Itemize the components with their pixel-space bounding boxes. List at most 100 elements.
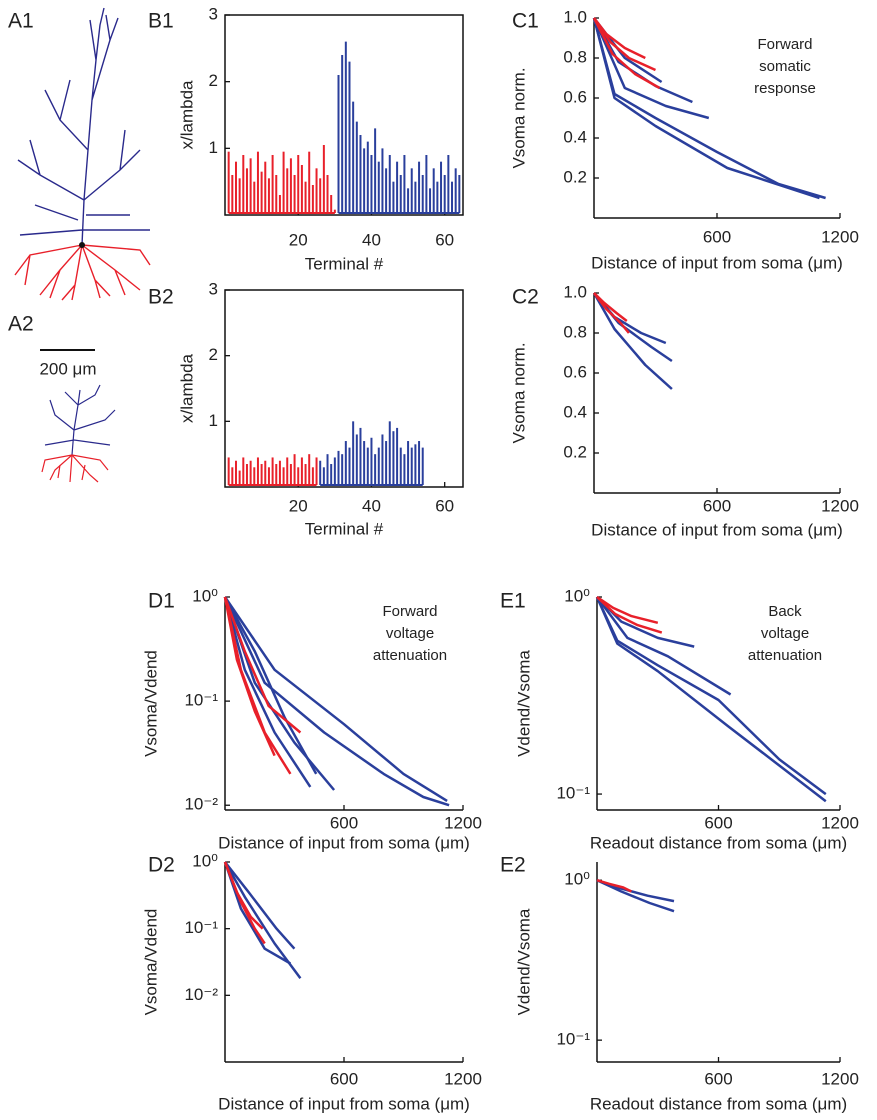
y-tick-label: 0.6 — [563, 87, 587, 106]
y-tick-label: 0.4 — [563, 127, 587, 146]
panel-label: D2 — [148, 854, 175, 877]
x-axis-label: Distance of input from soma (μm) — [218, 833, 470, 852]
x-tick-label: 600 — [704, 1069, 732, 1088]
curve — [596, 595, 659, 625]
curve — [223, 596, 448, 802]
annotation: Back — [768, 603, 802, 620]
y-tick-label: 0.4 — [563, 402, 587, 421]
y-axis-label: x/lambda — [177, 353, 196, 423]
y-tick-label: 0.6 — [563, 362, 587, 381]
annotation: somatic — [759, 58, 811, 75]
curve — [592, 292, 673, 390]
curve — [593, 292, 630, 334]
panel-label: B1 — [148, 10, 174, 33]
y-tick-label: 0.2 — [563, 442, 587, 461]
x-tick-label: 1200 — [821, 496, 859, 515]
curve — [223, 596, 276, 757]
panel-label: E2 — [500, 854, 526, 877]
x-tick-label: 600 — [330, 813, 358, 832]
x-tick-label: 40 — [362, 496, 381, 515]
x-tick-label: 60 — [435, 496, 454, 515]
y-axis-label: Vsoma/Vdend — [141, 650, 160, 757]
y-tick-label: 2 — [209, 345, 218, 364]
x-axis-label: Terminal # — [305, 519, 384, 538]
curve — [593, 292, 667, 345]
x-tick-label: 20 — [289, 230, 308, 249]
curve — [592, 17, 710, 120]
scale-bar-label: 200 μm — [39, 359, 96, 378]
curve — [595, 596, 827, 803]
y-tick-label: 10⁰ — [192, 851, 218, 870]
neuron-a1 — [14, 7, 151, 301]
y-axis-label: Vsoma norm. — [509, 342, 528, 443]
y-tick-label: 3 — [209, 279, 218, 298]
x-axis-label: Readout distance from soma (μm) — [590, 833, 847, 852]
panel-label: A2 — [8, 313, 34, 336]
y-tick-label: 10⁰ — [192, 586, 218, 605]
x-axis-label: Terminal # — [305, 254, 384, 273]
x-tick-label: 40 — [362, 230, 381, 249]
annotation: voltage — [386, 625, 434, 642]
curve — [596, 879, 632, 893]
curve — [596, 596, 695, 648]
y-axis-label: Vdend/Vsoma — [514, 908, 533, 1015]
y-tick-label: 0.8 — [563, 322, 587, 341]
y-tick-label: 10⁻² — [184, 795, 218, 814]
x-tick-label: 600 — [704, 813, 732, 832]
y-tick-label: 2 — [209, 71, 218, 90]
x-tick-label: 600 — [330, 1069, 358, 1088]
y-tick-label: 10⁻¹ — [184, 918, 218, 937]
panel-label: C2 — [512, 286, 539, 309]
y-tick-label: 1 — [209, 138, 218, 157]
plot-frame — [224, 14, 464, 216]
curve — [592, 17, 820, 200]
x-tick-label: 20 — [289, 496, 308, 515]
annotation: voltage — [761, 625, 809, 642]
annotation: attenuation — [748, 647, 822, 664]
x-tick-label: 1200 — [444, 1069, 482, 1088]
curve — [592, 17, 661, 90]
curve — [592, 17, 657, 72]
y-tick-label: 3 — [209, 4, 218, 23]
x-tick-label: 1200 — [821, 1069, 859, 1088]
neuron-a2 — [41, 384, 116, 483]
curve — [593, 292, 628, 322]
y-tick-label: 10⁻¹ — [556, 1030, 590, 1049]
x-axis-label: Distance of input from soma (μm) — [218, 1094, 470, 1113]
annotation: Forward — [757, 36, 812, 53]
y-tick-label: 0.2 — [563, 167, 587, 186]
annotation: attenuation — [373, 647, 447, 664]
curve — [223, 861, 264, 930]
curve — [224, 861, 296, 950]
y-axis-label: Vsoma/Vdend — [141, 909, 160, 1016]
y-tick-label: 1 — [209, 411, 218, 430]
y-axis-label: Vdend/Vsoma — [514, 650, 533, 757]
x-tick-label: 1200 — [444, 813, 482, 832]
y-tick-label: 10⁻¹ — [184, 691, 218, 710]
curve — [223, 596, 318, 775]
panel-label: B2 — [148, 286, 174, 309]
curve — [223, 596, 302, 734]
x-tick-label: 60 — [435, 230, 454, 249]
y-tick-label: 1.0 — [563, 7, 587, 26]
x-tick-label: 1200 — [821, 813, 859, 832]
y-axis-label: x/lambda — [177, 80, 196, 150]
curve — [223, 596, 312, 788]
curve — [593, 17, 646, 60]
panel-label: D1 — [148, 590, 175, 613]
curve — [596, 596, 663, 634]
panel-label: A1 — [8, 10, 34, 33]
x-tick-label: 1200 — [821, 227, 859, 246]
curve — [223, 861, 302, 980]
annotation: response — [754, 80, 816, 97]
x-axis-label: Distance of input from soma (μm) — [591, 253, 843, 272]
y-tick-label: 10⁰ — [564, 870, 590, 889]
y-tick-label: 1.0 — [563, 282, 587, 301]
panel-label: C1 — [512, 10, 539, 33]
y-tick-label: 10⁻² — [184, 985, 218, 1004]
y-axis-label: Vsoma norm. — [509, 67, 528, 168]
plot-frame — [224, 289, 464, 488]
x-tick-label: 600 — [703, 496, 731, 515]
curve — [223, 596, 450, 807]
